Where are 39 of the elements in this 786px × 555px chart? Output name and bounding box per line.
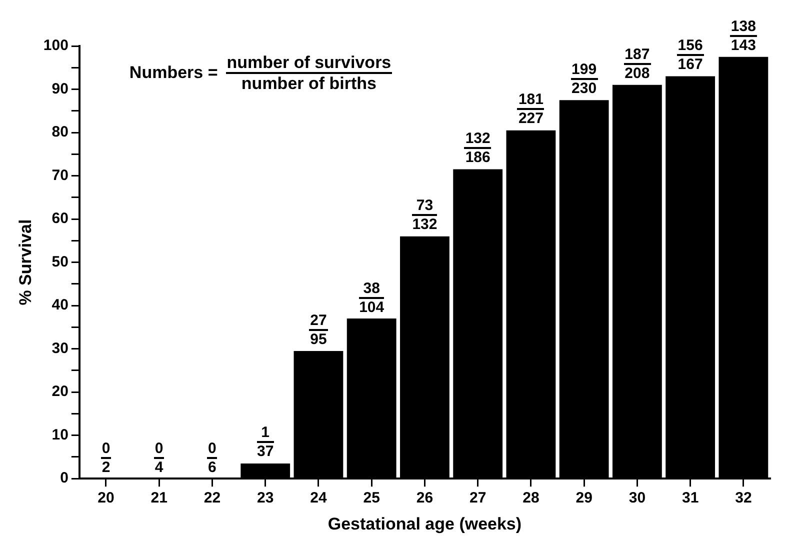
x-tick-label: 21: [150, 490, 168, 507]
annotation: 38 104: [359, 280, 384, 316]
annotation: 0 6: [207, 440, 218, 476]
y-tick-label: 50: [52, 253, 68, 270]
x-tick-label: 29: [576, 490, 592, 507]
x-tick-label: 31: [682, 490, 699, 507]
y-tick-label: 70: [52, 166, 68, 184]
y-tick-label: 30: [52, 340, 68, 357]
x-tick-label: 26: [416, 490, 434, 507]
annotation: 156 167: [676, 37, 704, 74]
annotation: 73 132: [412, 197, 438, 234]
annotation: 187 208: [624, 46, 651, 82]
x-tick-label: 30: [628, 490, 646, 507]
x-tick-label: 24: [310, 490, 328, 507]
x-tick-label: 20: [98, 490, 114, 507]
x-tick-label: 25: [363, 490, 380, 507]
x-tick-label: 27: [469, 490, 486, 507]
y-tick-label: 60: [52, 210, 68, 228]
y-tick-label: 20: [52, 383, 68, 400]
annotation: 138 143: [730, 18, 757, 54]
y-tick-label: 0: [60, 470, 68, 487]
y-tick-label: 80: [52, 124, 68, 141]
y-tick-label: 100: [43, 37, 68, 54]
y-tick-label: 10: [52, 426, 68, 444]
annotation: 132 186: [464, 130, 492, 166]
x-tick-label: 28: [522, 490, 540, 507]
x-tick-label: 22: [204, 490, 221, 507]
x-axis-title: Gestational age (weeks): [328, 514, 522, 534]
annotation: 0 2: [100, 440, 112, 476]
annotation: 0 4: [154, 440, 164, 476]
annotation: 27 95: [309, 312, 328, 348]
annotation: 181 227: [517, 91, 544, 128]
x-tick-label: 32: [735, 490, 752, 507]
y-tick-label: 90: [52, 80, 68, 98]
annotation: 1 37: [257, 424, 274, 460]
y-axis-title: % Survival: [16, 219, 35, 306]
y-tick-label: 40: [52, 296, 68, 314]
annotation: 199 230: [570, 61, 598, 98]
x-tick-label: 23: [257, 490, 274, 507]
